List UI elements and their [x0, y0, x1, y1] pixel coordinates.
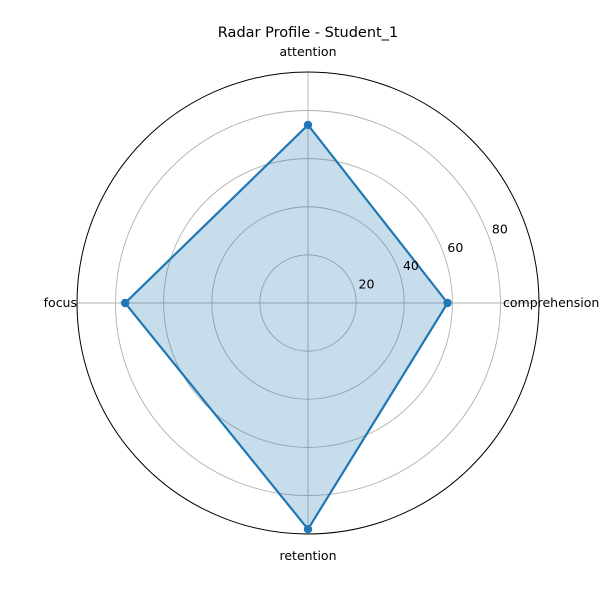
series-area	[125, 124, 448, 530]
category-label-attention: attention	[279, 44, 336, 59]
r-tick-label-20: 20	[359, 277, 375, 292]
data-point-attention	[303, 120, 313, 130]
data-point-focus	[120, 298, 130, 308]
label-layer: 20 40 60 80 comprehension attention focus reten…	[44, 44, 600, 563]
r-tick-label-60: 60	[447, 240, 463, 255]
category-label-retention: retention	[279, 548, 336, 563]
data-point-comprehension	[443, 298, 452, 308]
category-label-comprehension: comprehension	[503, 295, 599, 310]
chart-title: Radar Profile - Student_1	[218, 25, 398, 41]
category-label-focus: focus	[44, 295, 77, 310]
r-tick-label-40: 40	[403, 258, 419, 273]
r-tick-label-80: 80	[492, 221, 508, 236]
series-layer	[120, 120, 452, 534]
grid-layer	[76, 71, 540, 535]
outer-ring	[76, 71, 540, 535]
data-point-retention	[303, 524, 313, 534]
